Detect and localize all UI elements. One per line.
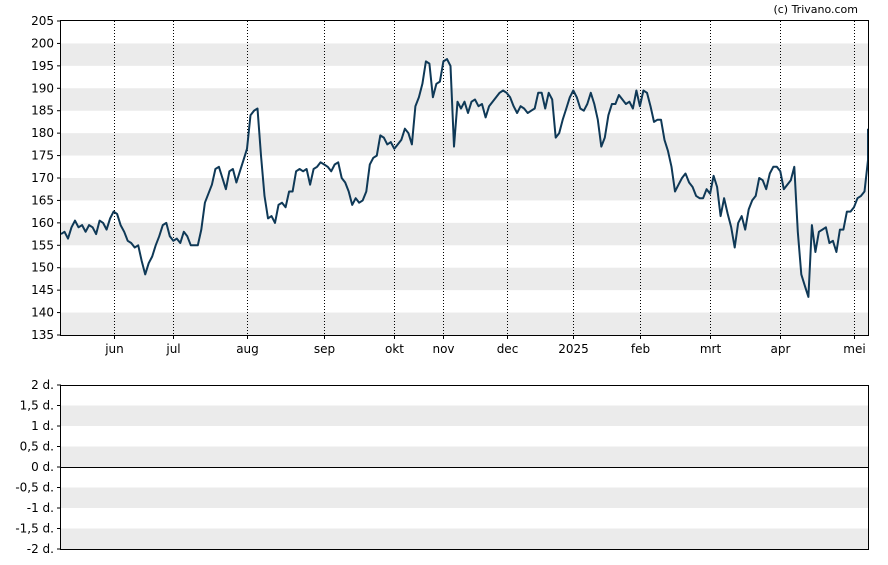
indicator-y-tick-label: -1,5 d. <box>15 522 54 536</box>
y-tick-label: 170 <box>31 171 54 185</box>
price-series-line <box>60 58 869 298</box>
y-tick-label: 165 <box>31 193 54 207</box>
y-tick-label: 145 <box>31 283 54 297</box>
indicator-y-axis: -2 d. -1,5 d. -1 d. -0,5 d. 0 d. 0,5 d. 1 d. 1,… <box>15 378 61 556</box>
x-tick-label: nov <box>432 342 454 356</box>
indicator-y-tick-label: 1,5 d. <box>20 399 54 413</box>
indicator-y-tick-label: 0 d. <box>31 460 54 474</box>
price-y-axis: 135 140 145 150 155 160 165 170 175 180 185 190 195 2… <box>31 14 61 342</box>
x-tick-label: 2025 <box>558 342 589 356</box>
y-tick-label: 175 <box>31 149 54 163</box>
x-tick-label: feb <box>631 342 650 356</box>
y-tick-label: 155 <box>31 238 54 252</box>
x-tick-label: aug <box>236 342 259 356</box>
indicator-panel: -2 d. -1,5 d. -1 d. -0,5 d. 0 d. 0,5 d. 1 d. 1,… <box>15 378 869 556</box>
indicator-band <box>61 405 868 426</box>
y-tick-label: 205 <box>31 14 54 28</box>
x-tick-label: dec <box>497 342 519 356</box>
price-band <box>61 312 868 335</box>
y-tick-label: 185 <box>31 104 54 118</box>
x-tick-label: mrt <box>700 342 722 356</box>
y-tick-label: 140 <box>31 306 54 320</box>
x-tick-label: mei <box>843 342 865 356</box>
indicator-y-tick-label: -1 d. <box>27 501 54 515</box>
y-tick-label: 160 <box>31 216 54 230</box>
y-tick-label: 195 <box>31 59 54 73</box>
x-tick-label: apr <box>771 342 791 356</box>
indicator-band <box>61 446 868 467</box>
y-tick-label: 180 <box>31 126 54 140</box>
price-band <box>61 178 868 201</box>
x-tick-label: jul <box>165 342 180 356</box>
price-band <box>61 88 868 111</box>
price-x-axis: jun jul aug sep okt nov dec 2025 feb mrt apr mei <box>104 335 866 356</box>
y-tick-label: 200 <box>31 36 54 50</box>
x-tick-label: okt <box>385 342 404 356</box>
indicator-grid-bands <box>61 405 868 549</box>
indicator-y-tick-label: 1 d. <box>31 419 54 433</box>
indicator-y-tick-label: -2 d. <box>27 542 54 556</box>
price-grid-bands <box>61 43 868 335</box>
x-tick-label: sep <box>314 342 335 356</box>
price-line-layer <box>60 58 869 298</box>
price-band <box>61 43 868 66</box>
indicator-band <box>61 528 868 549</box>
y-tick-label: 135 <box>31 328 54 342</box>
y-tick-label: 150 <box>31 261 54 275</box>
price-panel: 135 140 145 150 155 160 165 170 175 180 185 190 195 2… <box>31 14 869 356</box>
price-band <box>61 222 868 246</box>
indicator-band <box>61 487 868 508</box>
price-band <box>61 133 868 156</box>
price-band <box>61 267 868 291</box>
x-tick-label: jun <box>104 342 124 356</box>
indicator-y-tick-label: 2 d. <box>31 378 54 392</box>
indicator-y-tick-label: 0,5 d. <box>20 440 54 454</box>
credit-label: (c) Trivano.com <box>773 3 858 16</box>
y-tick-label: 190 <box>31 81 54 95</box>
price-month-gridlines <box>114 21 855 335</box>
indicator-y-tick-label: -0,5 d. <box>15 481 54 495</box>
